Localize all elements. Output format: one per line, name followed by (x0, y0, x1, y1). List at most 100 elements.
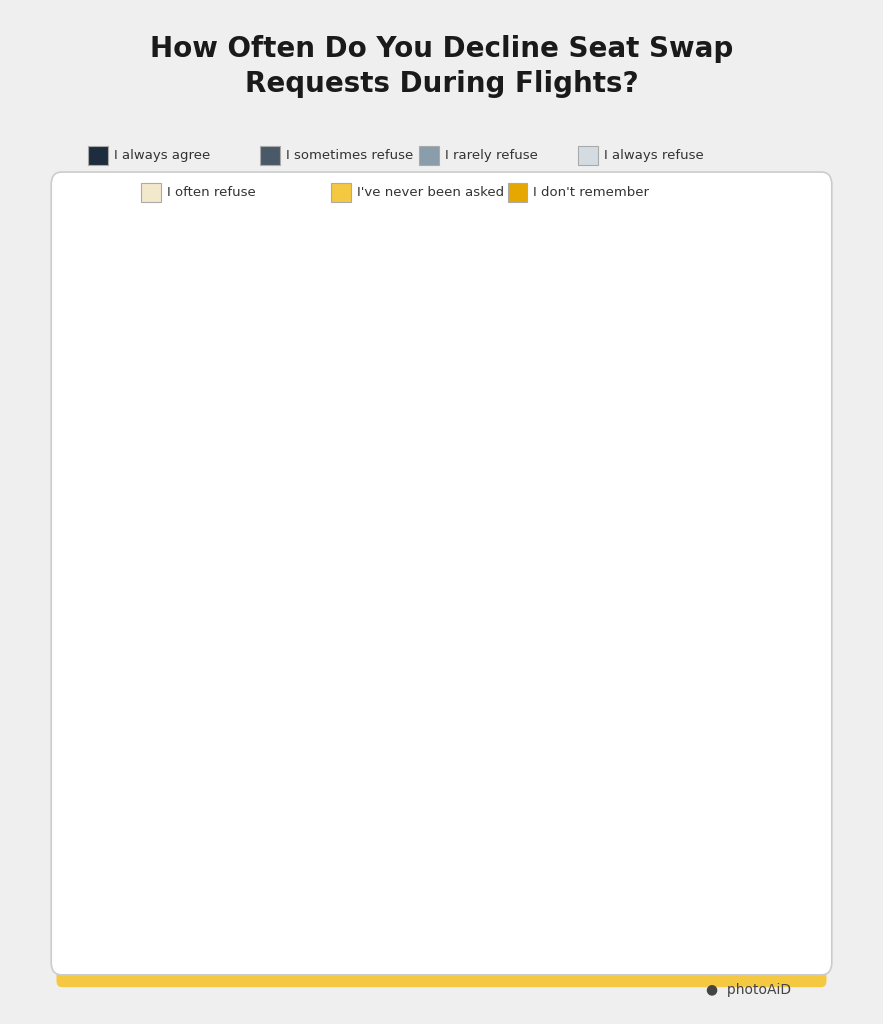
Text: 41.16%: 41.16% (262, 487, 312, 501)
Text: 13.64%: 13.64% (537, 780, 585, 793)
Bar (447, 664, 561, 714)
Bar (589, 469, 648, 519)
Text: 8.16%: 8.16% (699, 487, 741, 501)
Bar (166, 566, 386, 616)
Bar (619, 371, 687, 422)
Text: 37.5%: 37.5% (256, 585, 297, 598)
Text: 11.67%: 11.67% (629, 390, 677, 402)
Text: 19.7%: 19.7% (292, 780, 333, 793)
Bar (205, 858, 351, 909)
Text: I've never been asked: I've never been asked (357, 186, 504, 199)
Text: Gen Zers: Gen Zers (81, 585, 152, 598)
Text: How Often Do You Decline Seat Swap
Requests During Flights?: How Often Do You Decline Seat Swap Reque… (150, 35, 733, 98)
Text: 10.81%: 10.81% (656, 585, 706, 598)
Bar (534, 858, 754, 909)
Bar (449, 273, 556, 325)
Text: 37.5%: 37.5% (624, 878, 665, 890)
Text: 23.08%: 23.08% (355, 682, 404, 695)
Bar (697, 469, 744, 519)
Bar (601, 761, 645, 812)
Bar (293, 371, 433, 422)
Text: 21.66%: 21.66% (205, 390, 254, 402)
Text: 1.01%: 1.01% (757, 585, 797, 598)
Bar (746, 566, 752, 616)
Bar (713, 566, 746, 616)
Bar (645, 761, 743, 812)
Text: 5.74%: 5.74% (725, 575, 734, 607)
Text: 17.35%: 17.35% (513, 487, 562, 501)
Text: Millennials: Millennials (68, 682, 152, 696)
Bar (688, 664, 736, 714)
Bar (623, 664, 688, 714)
Text: AVG: AVG (120, 292, 152, 306)
Text: Men: Men (118, 389, 152, 403)
Text: 12.2%: 12.2% (572, 293, 613, 305)
Bar (166, 273, 329, 325)
Bar (166, 371, 293, 422)
Bar (541, 371, 619, 422)
Bar (477, 566, 562, 616)
Text: 2%: 2% (756, 293, 776, 305)
Bar (329, 273, 449, 325)
Text: 14.86%: 14.86% (581, 585, 630, 598)
Bar (738, 371, 752, 422)
Text: I often refuse: I often refuse (167, 186, 256, 199)
Text: 18.75%: 18.75% (381, 878, 431, 890)
Text: 8.6%: 8.6% (698, 293, 731, 305)
Text: I always refuse: I always refuse (604, 150, 704, 162)
Bar (736, 664, 752, 714)
Bar (433, 371, 541, 422)
Text: 8.39%: 8.39% (691, 682, 733, 695)
Bar (648, 469, 697, 519)
Text: 12.5%: 12.5% (478, 878, 518, 890)
Text: I don't remember: I don't remember (533, 186, 649, 199)
Text: 6.62%: 6.62% (181, 868, 190, 899)
Text: Gen Xers: Gen Xers (81, 779, 152, 794)
Bar (740, 273, 751, 325)
Bar (521, 761, 601, 812)
Bar (461, 858, 534, 909)
Text: 13.61%: 13.61% (423, 487, 472, 501)
Text: Baby
Boomers: Baby Boomers (83, 868, 152, 899)
FancyBboxPatch shape (155, 247, 752, 350)
Text: Women: Women (94, 486, 152, 501)
Text: 8.16%: 8.16% (652, 487, 693, 501)
Bar (743, 761, 752, 812)
Text: 16.67%: 16.67% (670, 780, 719, 793)
Text: 10.2%: 10.2% (599, 487, 639, 501)
Text: I always agree: I always agree (114, 150, 210, 162)
Text: 2.3%: 2.3% (757, 390, 789, 402)
Text: 11.01%: 11.01% (630, 682, 680, 695)
Text: 14.53%: 14.53% (495, 585, 544, 598)
Text: 18.3%: 18.3% (482, 293, 524, 305)
Text: 25%: 25% (264, 878, 292, 890)
Bar (628, 273, 690, 325)
Bar (744, 469, 752, 519)
Bar (166, 858, 205, 909)
Text: 1.36%: 1.36% (757, 487, 797, 501)
Bar (166, 664, 312, 714)
Text: 23.81%: 23.81% (338, 390, 388, 402)
Bar (487, 469, 589, 519)
Text: 15.15%: 15.15% (186, 780, 235, 793)
Text: 2.62%: 2.62% (757, 682, 797, 695)
Bar (690, 273, 740, 325)
Text: 19.41%: 19.41% (479, 682, 528, 695)
Text: 1.52%: 1.52% (757, 780, 797, 793)
Text: 18.59%: 18.59% (463, 390, 512, 402)
Text: ●  photoAiD: ● photoAiD (706, 983, 791, 997)
Bar (556, 273, 628, 325)
Text: 10.5%: 10.5% (638, 293, 679, 305)
Text: 8.76%: 8.76% (692, 390, 734, 402)
Text: 15.54%: 15.54% (407, 585, 457, 598)
Bar (386, 566, 477, 616)
Text: 27.8%: 27.8% (227, 293, 268, 305)
Text: I rarely refuse: I rarely refuse (445, 150, 538, 162)
Bar (561, 664, 623, 714)
Text: I sometimes refuse: I sometimes refuse (286, 150, 413, 162)
Bar (687, 371, 738, 422)
Text: 13.21%: 13.21% (555, 390, 605, 402)
Bar (407, 469, 487, 519)
Text: 25.76%: 25.76% (421, 780, 471, 793)
Text: 24.83%: 24.83% (215, 682, 263, 695)
